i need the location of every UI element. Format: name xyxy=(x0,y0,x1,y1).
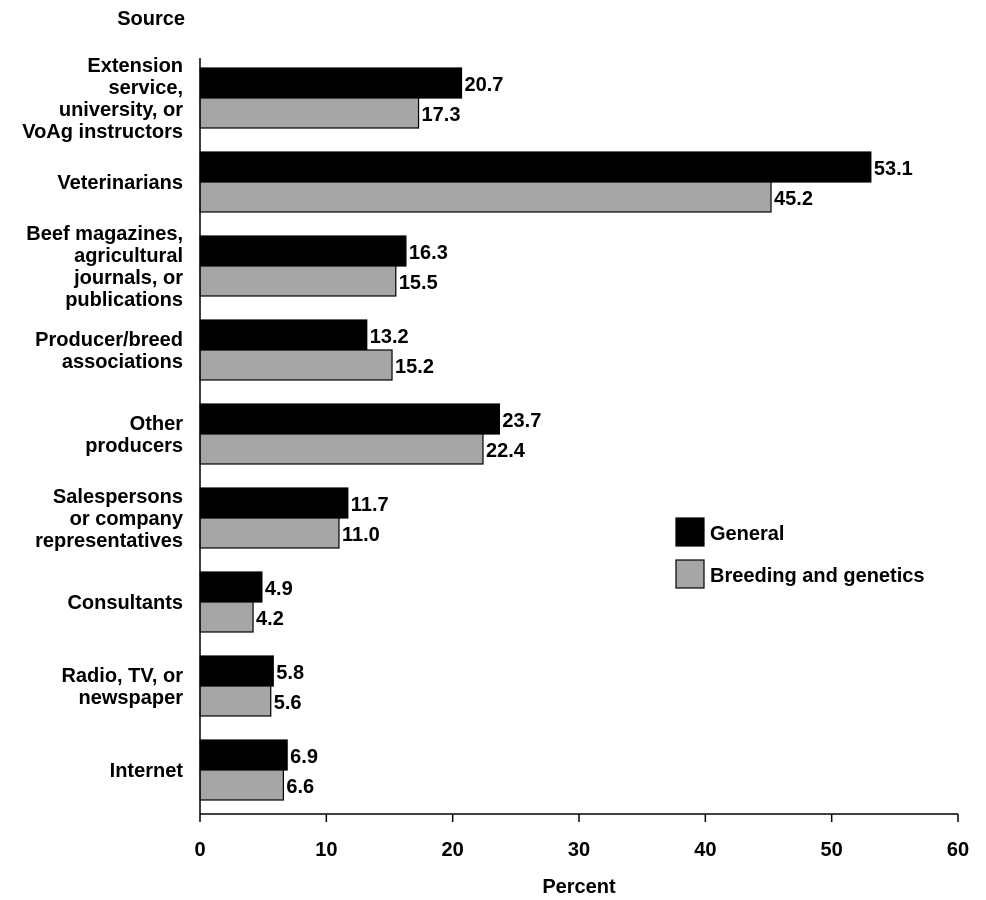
bar-breeding-2 xyxy=(199,265,397,297)
category-label: Other producers xyxy=(85,413,183,457)
category-label: Consultants xyxy=(67,592,183,614)
bar-general-2 xyxy=(199,235,407,267)
bar-breeding-0 xyxy=(199,97,420,129)
category-label: Extension service, university, or VoAg inst… xyxy=(22,55,183,143)
category-label: Producer/breed associations xyxy=(35,329,183,373)
bar-breeding-3 xyxy=(199,349,393,381)
bar-general-5 xyxy=(199,487,349,519)
bars-layer: 20.717.3 53.1 45.2 16.3 15.5 13.2 15.2 23.7 22.4… xyxy=(199,67,913,801)
x-tick-label: 50 xyxy=(821,839,843,861)
category-label-line: Consultants xyxy=(67,592,183,614)
category-label-line: VoAg instructors xyxy=(22,121,183,143)
bar-breeding-7 xyxy=(199,685,272,717)
category-label-line: Other xyxy=(130,413,184,435)
bar-value-label: 23.7 xyxy=(502,410,541,432)
category-labels: Extension service, university, or VoAg inst… xyxy=(22,55,184,782)
bar-breeding-1 xyxy=(199,181,772,213)
bar-value-label: 11.7 xyxy=(351,494,389,516)
bar-value-label: 11.0 xyxy=(342,524,380,546)
category-label-line: publications xyxy=(65,289,183,311)
x-tick-label: 40 xyxy=(694,839,716,861)
bar-general-8 xyxy=(199,739,288,771)
bar-general-1 xyxy=(199,151,872,183)
category-label-line: associations xyxy=(62,351,183,373)
category-label-line: Beef magazines, xyxy=(26,223,183,245)
category-label-line: Veterinarians xyxy=(57,172,183,194)
category-label-line: producers xyxy=(85,435,183,457)
bar-general-6 xyxy=(199,571,263,603)
legend-label-general: General xyxy=(710,523,784,545)
category-label-line: Producer/breed xyxy=(35,329,183,351)
x-axis-title: Percent xyxy=(542,876,616,898)
category-label: Internet xyxy=(110,760,184,782)
category-label: Salespersons or company representatives xyxy=(35,486,184,552)
category-label-line: Radio, TV, or xyxy=(61,665,183,687)
bar-value-label: 6.9 xyxy=(290,746,318,768)
bar-breeding-8 xyxy=(199,769,284,801)
category-label-line: Salespersons xyxy=(53,486,183,508)
bar-value-label: 20.7 xyxy=(465,74,504,96)
x-tick-label: 30 xyxy=(568,839,590,861)
category-label-line: newspaper xyxy=(79,687,184,709)
bar-value-label: 6.6 xyxy=(286,776,314,798)
bar-value-label: 4.2 xyxy=(256,608,284,630)
bar-breeding-5 xyxy=(199,517,340,549)
x-tick-label: 20 xyxy=(442,839,464,861)
category-label-line: Internet xyxy=(110,760,184,782)
category-label-line: service, xyxy=(108,77,183,99)
bar-value-label: 53.1 xyxy=(874,158,913,180)
bar-value-label: 4.9 xyxy=(265,578,293,600)
bar-breeding-6 xyxy=(199,601,254,633)
bar-general-0 xyxy=(199,67,463,99)
category-label-line: representatives xyxy=(35,530,183,552)
bar-general-3 xyxy=(199,319,368,351)
bar-value-label: 16.3 xyxy=(409,242,448,264)
bar-value-label: 13.2 xyxy=(370,326,409,348)
category-label-line: journals, or xyxy=(73,267,183,289)
category-label: Beef magazines, agricultural journals, or p… xyxy=(26,223,183,311)
category-label: Radio, TV, or newspaper xyxy=(61,665,183,709)
legend: General Breeding and genetics xyxy=(675,517,925,589)
bar-general-4 xyxy=(199,403,501,435)
y-axis-header: Source xyxy=(117,8,185,30)
legend-swatch-general xyxy=(675,517,705,547)
x-tick-label: 0 xyxy=(194,839,205,861)
category-label-line: university, or xyxy=(59,99,183,121)
bar-breeding-4 xyxy=(199,433,484,465)
bar-general-7 xyxy=(199,655,274,687)
legend-label-breeding: Breeding and genetics xyxy=(710,565,925,587)
bar-value-label: 5.6 xyxy=(274,692,302,714)
bar-value-label: 15.5 xyxy=(399,272,438,294)
category-label-line: agricultural xyxy=(74,245,183,267)
category-label: Veterinarians xyxy=(57,172,183,194)
bar-value-label: 45.2 xyxy=(774,188,813,210)
bar-value-label: 17.3 xyxy=(422,104,461,126)
x-tick-label: 60 xyxy=(947,839,969,861)
legend-swatch-breeding xyxy=(675,559,705,589)
x-axis: 0 10 20 30 40 50 60 xyxy=(194,58,969,861)
category-label-line: or company xyxy=(70,508,184,530)
category-label-line: Extension xyxy=(87,55,183,77)
bar-value-label: 5.8 xyxy=(276,662,304,684)
bar-value-label: 22.4 xyxy=(486,440,526,462)
bar-value-label: 15.2 xyxy=(395,356,434,378)
x-tick-label: 10 xyxy=(315,839,337,861)
